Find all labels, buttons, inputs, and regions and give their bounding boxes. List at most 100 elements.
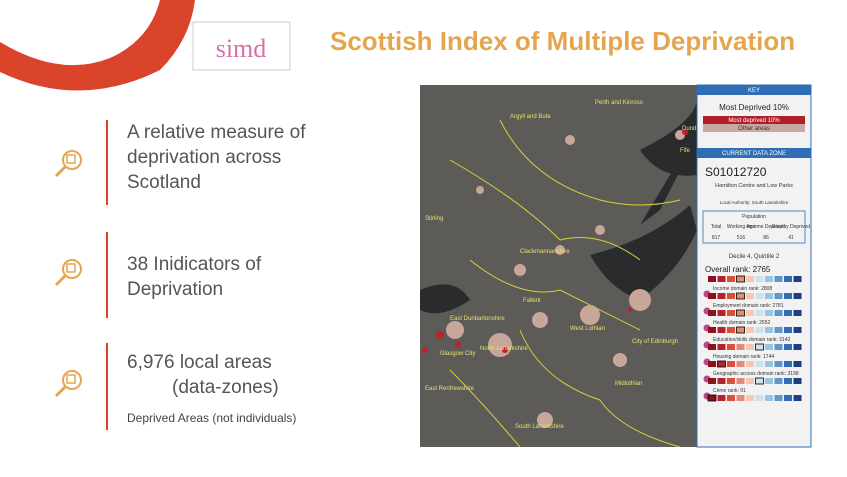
map-label: Fife: [680, 148, 691, 154]
rank-square: [707, 394, 717, 402]
rank-square: [784, 310, 792, 316]
icon: [62, 370, 82, 390]
rank-square: [774, 395, 783, 401]
rank-square: [717, 344, 726, 350]
map: Perth and Kinross Fife Dundee Stirling Clack…: [420, 84, 812, 448]
rank-square: [746, 361, 754, 367]
rank-square: [793, 378, 802, 384]
icon: [66, 374, 76, 384]
rank-square: [708, 327, 716, 333]
domain-rank: Housing domain rank: 1744: [713, 354, 774, 360]
logo: simd: [216, 34, 267, 63]
map-label: Stirling: [425, 216, 443, 222]
domain-rank: Employment domain rank: 2781: [713, 303, 784, 309]
rank-square: [765, 293, 773, 299]
rank-square: [717, 327, 726, 333]
rank-square: [736, 326, 745, 334]
rank-square: [736, 344, 745, 350]
rank-square: [793, 327, 802, 333]
rank-square: [774, 293, 783, 299]
rank-square: [793, 276, 802, 282]
rank-square: [784, 395, 792, 401]
rank-square: [727, 378, 735, 384]
rank-square: [793, 361, 802, 367]
rank-square: [727, 276, 735, 282]
rank-square: [784, 344, 792, 350]
rank-square: [717, 378, 726, 384]
rank-square: [765, 310, 773, 316]
icon: [66, 263, 76, 273]
rank-square: [717, 310, 726, 316]
rank-square: [708, 344, 716, 350]
rank-square: [765, 395, 773, 401]
rank-square: [765, 361, 773, 367]
overall-rank: Overall rank: 2765: [705, 265, 771, 274]
population-value: 817: [712, 235, 721, 241]
zone-area: Local Authority: South Lanarkshire: [720, 200, 789, 205]
rank-square: [755, 395, 764, 401]
rank-square: [793, 293, 802, 299]
map-label: Midlothian: [615, 381, 642, 387]
key-legend: Most deprived 10%: [728, 118, 780, 124]
points: A relative measure of deprivation across S…: [54, 120, 306, 430]
logo-box: [192, 21, 291, 71]
rank-square: [736, 292, 745, 300]
rank-square: [784, 378, 792, 384]
rank-square: [746, 276, 754, 282]
map-label: South Lanarkshire: [515, 424, 564, 430]
rank-square: [793, 344, 802, 350]
rank-square: [755, 361, 764, 367]
icon: [54, 385, 67, 398]
point-text: A relative measure of: [127, 122, 306, 143]
icon: [54, 274, 67, 287]
rank-square: [727, 327, 735, 333]
title: Scottish Index of Multiple Deprivation: [330, 26, 795, 56]
population-value: 41: [788, 235, 794, 241]
rank-square: [727, 310, 735, 316]
key-legend: Other areas: [738, 126, 770, 132]
rank-square: [717, 360, 726, 368]
population-title: Population: [742, 214, 766, 220]
rank-square: [717, 276, 726, 282]
rank-square: [736, 361, 745, 367]
rank-square: [765, 344, 773, 350]
decile: Decile 4, Quintile 2: [729, 254, 780, 260]
rank-square: [755, 327, 764, 333]
point-text: (data-zones): [172, 377, 279, 398]
rank-square: [755, 293, 764, 299]
map-label: East Dunbartonshire: [450, 316, 505, 322]
map-label: North Lanarkshire: [480, 346, 528, 352]
rank-square: [765, 276, 773, 282]
rank-square: [717, 293, 726, 299]
point-text: 38 Inidicators of: [127, 254, 262, 275]
map-label: City of Edinburgh: [632, 339, 678, 345]
domain-rank: Geographic access domain rank: 3198: [713, 371, 799, 377]
rank-square: [774, 276, 783, 282]
population-header: Employ Deprived: [772, 224, 810, 230]
rank-square: [708, 361, 716, 367]
icon: [62, 150, 82, 170]
rank-square: [774, 327, 783, 333]
population-header: Total: [711, 224, 722, 230]
rank-square: [765, 327, 773, 333]
rank-square: [727, 395, 735, 401]
population-value: 516: [737, 235, 746, 241]
rank-square: [736, 275, 745, 283]
rank-square: [727, 361, 735, 367]
rank-square: [708, 276, 716, 282]
icon: [54, 165, 67, 178]
rank-square: [746, 327, 754, 333]
rank-square: [717, 395, 726, 401]
rank-square: [708, 378, 716, 384]
rank-square: [746, 378, 754, 384]
point-text: Deprivation: [127, 279, 223, 300]
map-label: Falkirk: [523, 298, 542, 304]
point-text: Scotland: [127, 172, 201, 193]
rank-square: [755, 276, 764, 282]
domain-rank: Health domain rank: 2552: [713, 320, 770, 326]
rank-square: [784, 361, 792, 367]
domain-rank: Crime rank: 91: [713, 388, 746, 394]
population-header: Working Age: [727, 224, 755, 230]
zone-code: S01012720: [705, 165, 767, 179]
